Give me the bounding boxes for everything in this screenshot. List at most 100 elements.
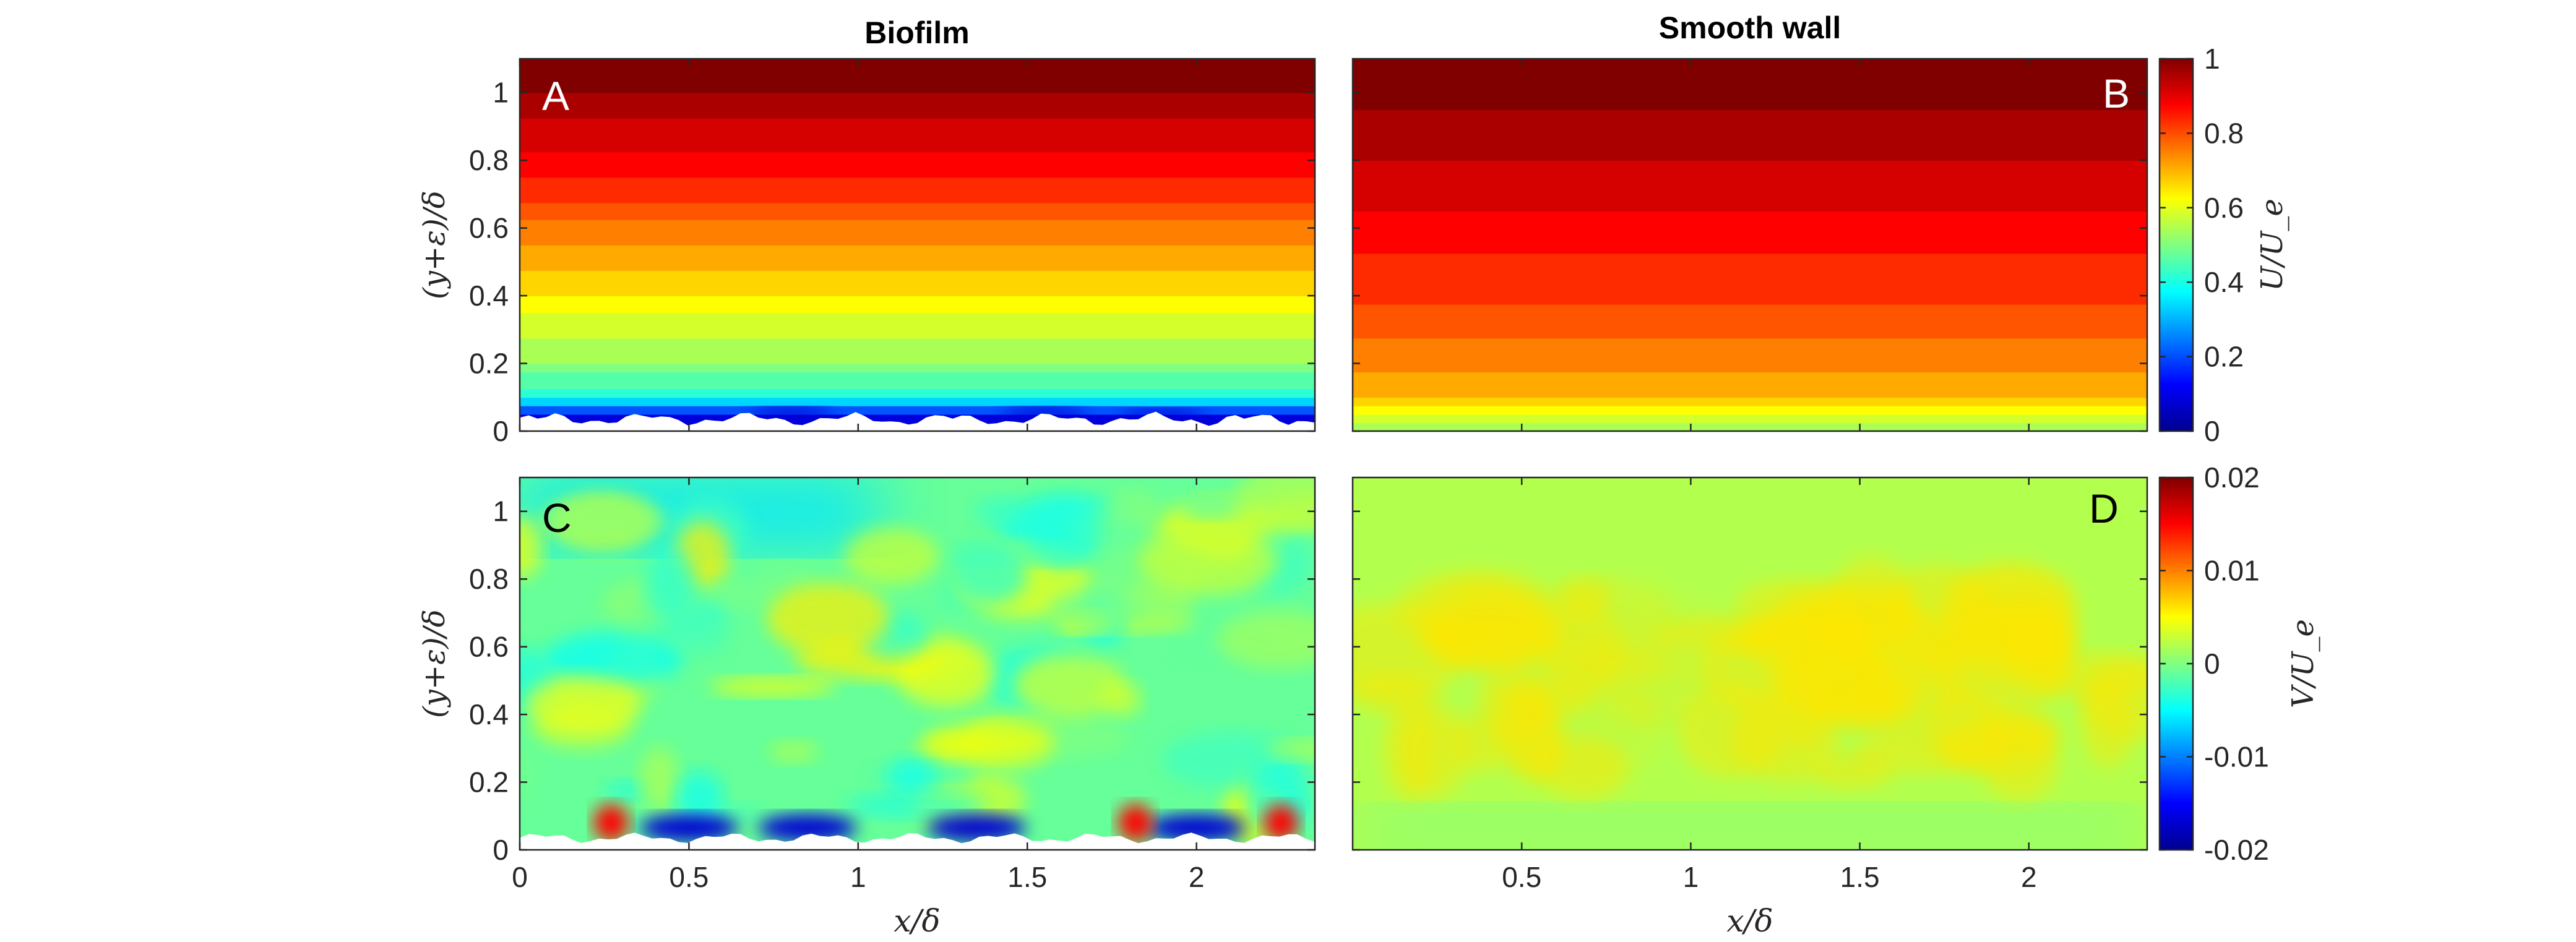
panel-c-patch — [694, 580, 776, 610]
colorbar-v: -0.02 -0.01 0 0.01 0.02 V/U_e — [2158, 461, 2320, 866]
panel-d-xtick-label: 0.5 — [1502, 861, 1541, 893]
panel-b-band — [1353, 372, 2147, 381]
panel-c-patch — [538, 499, 668, 542]
biofilm-surface — [520, 833, 1315, 850]
panel-c-positive-spot — [1118, 804, 1153, 842]
panel-a-low-velocity-pocket — [747, 408, 834, 421]
panel-a-band — [520, 278, 1315, 288]
panel-a-band — [520, 372, 1315, 381]
panel-c-patch — [846, 792, 986, 819]
panel-a-band — [520, 270, 1315, 280]
ylabel-bottom: (y+ε)/δ — [417, 609, 452, 718]
panel-c-axes: 0 0.5 1 1.5 2 0 0.2 0.4 0.6 0.8 1 — [469, 477, 1315, 893]
panel-b-letter: B — [2103, 71, 2130, 116]
panel-a-band — [520, 354, 1315, 364]
panel-a: 0 0.2 0.4 0.6 0.8 1 A — [469, 58, 1316, 447]
panel-a-band — [520, 338, 1315, 347]
panel-a-field — [520, 59, 1315, 431]
panel-b-band — [1353, 67, 2147, 77]
panel-a-band — [520, 126, 1315, 135]
panel-b-band — [1353, 397, 2147, 406]
panel-a-band — [520, 135, 1315, 144]
panel-b-band — [1353, 338, 2147, 347]
colorbar-tick-label: -0.02 — [2204, 834, 2269, 866]
panel-b-field — [1353, 59, 2147, 431]
panel-d: 0.5 1 1.5 2 D — [1351, 476, 2148, 893]
panel-b-band — [1353, 152, 2147, 161]
panel-b-band — [1353, 101, 2147, 110]
panel-c-xtick-label: 0.5 — [669, 861, 709, 893]
panel-d-patch — [1982, 721, 2059, 802]
panel-a-band — [520, 236, 1315, 246]
panel-a-band — [520, 397, 1315, 406]
panel-b-band — [1353, 422, 2147, 431]
panel-d-patch — [2080, 659, 2147, 739]
panel-b-band — [1353, 354, 2147, 364]
panel-b-band — [1353, 160, 2147, 169]
colorbar-tick-label: 0 — [2204, 415, 2220, 447]
panel-a-ytick-label: 1 — [493, 77, 509, 109]
panel-b-band — [1353, 228, 2147, 238]
panel-d-patch — [1802, 656, 1913, 720]
panel-c-patch — [1181, 498, 1241, 519]
panel-b-band — [1353, 135, 2147, 144]
panel-a-band — [520, 228, 1315, 238]
panel-c-positive-spot — [1264, 804, 1299, 842]
biofilm-surface — [520, 411, 1315, 431]
panel-d-patch — [1941, 562, 2076, 664]
panel-c-ytick-label: 0.4 — [469, 698, 509, 730]
panel-b-band — [1353, 236, 2147, 246]
panel-b-band — [1353, 211, 2147, 220]
panel-b-band — [1353, 253, 2147, 263]
panel-c-patch — [1139, 528, 1278, 595]
panel-c-ytick-label: 0.6 — [469, 631, 509, 663]
panel-d-patch — [1397, 570, 1558, 648]
colorbar-tick-label: 0.2 — [2204, 341, 2244, 373]
panel-b-band — [1353, 177, 2147, 187]
panel-a-band — [520, 321, 1315, 330]
panel-a-letter: A — [542, 73, 569, 119]
panel-c-field — [520, 477, 1315, 850]
panel-a-band — [520, 101, 1315, 110]
panel-a-band — [520, 262, 1315, 271]
panel-b-band — [1353, 168, 2147, 178]
panel-b-band — [1353, 75, 2147, 85]
panel-d-patch — [1565, 576, 1675, 617]
panel-c-xtick-label: 1 — [850, 861, 866, 893]
panel-c-patch — [525, 675, 641, 736]
panel-a-ytick-label: 0.6 — [469, 212, 509, 244]
panel-c-patch — [1267, 739, 1315, 760]
panel-a-band — [520, 202, 1315, 212]
panel-b-band — [1353, 405, 2147, 415]
panel-c-patch — [716, 803, 762, 822]
panel-c-patch — [845, 527, 939, 585]
panel-a-frame — [519, 58, 1316, 432]
panel-a-band — [520, 67, 1315, 77]
panel-b: B — [1351, 58, 2148, 432]
panel-a-band — [520, 388, 1315, 398]
panel-b-band — [1353, 380, 2147, 390]
colorbar-tick-label: 0.8 — [2204, 117, 2244, 149]
panel-c-patch — [710, 677, 836, 696]
panel-c-patch — [1104, 490, 1163, 534]
panel-c-patch — [923, 722, 1053, 761]
panel-b-band — [1353, 287, 2147, 296]
panel-a-band — [520, 296, 1315, 305]
panel-a-band — [520, 143, 1315, 153]
panel-c-frame — [519, 476, 1316, 851]
panel-b-band — [1353, 414, 2147, 424]
colorbar-u: 0 0.2 0.4 0.6 0.8 1 U/U_e — [2158, 43, 2290, 447]
panel-b-band — [1353, 245, 2147, 254]
panel-c-xtick-label: 0 — [512, 861, 528, 893]
xlabel-right: x/δ — [1726, 903, 1773, 939]
panel-c-patch — [975, 497, 1027, 527]
panel-a-band — [520, 59, 1315, 68]
panel-c-negative-spot — [639, 814, 739, 842]
panel-b-band — [1353, 109, 2147, 119]
colorbar-u-bar — [2158, 58, 2194, 432]
panel-d-field — [1353, 477, 2147, 850]
panel-a-band — [520, 152, 1315, 161]
colorbar-tick-label: 0.02 — [2204, 461, 2260, 494]
panel-a-axes: 0 0.2 0.4 0.6 0.8 1 — [469, 59, 1315, 447]
